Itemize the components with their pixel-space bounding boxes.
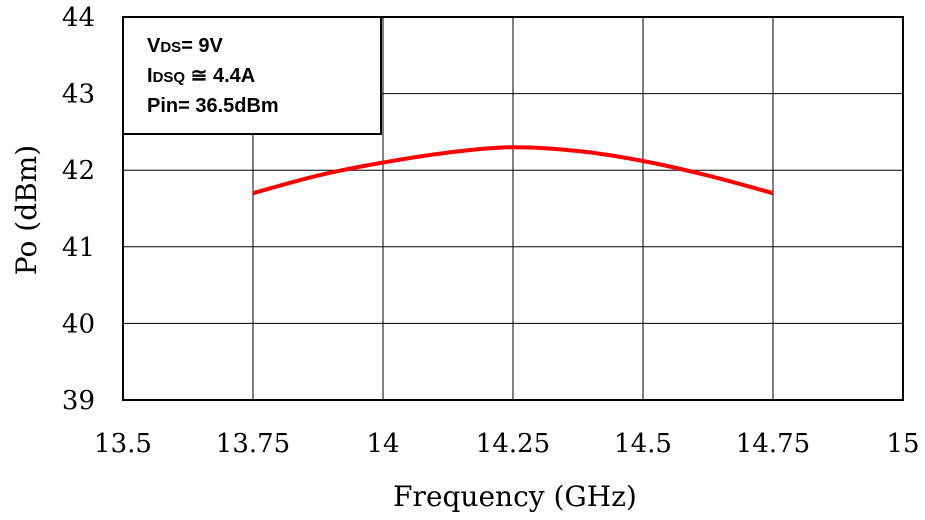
y-tick-label: 40 bbox=[62, 309, 95, 339]
condition-box-frame bbox=[122, 16, 382, 135]
y-tick-label: 44 bbox=[62, 3, 95, 33]
y-tick-label: 39 bbox=[62, 386, 95, 416]
x-tick-label: 13.75 bbox=[216, 429, 290, 459]
po-series-line bbox=[252, 145, 774, 196]
x-tick-label: 14 bbox=[366, 429, 399, 459]
y-tick-label: 41 bbox=[62, 233, 95, 263]
y-tick-label: 43 bbox=[62, 80, 95, 110]
x-tick-label: 14.75 bbox=[736, 429, 810, 459]
x-axis-title: Frequency (GHz) bbox=[393, 480, 637, 513]
x-tick-label: 13.5 bbox=[94, 429, 152, 459]
condition-pin: Pin= 36.5dBm bbox=[147, 95, 279, 117]
condition-box: VDS= 9V IDSQ ≅ 4.4A Pin= 36.5dBm bbox=[122, 16, 382, 135]
series-layer bbox=[252, 145, 774, 196]
y-tick-label: 42 bbox=[62, 156, 95, 186]
x-tick-label: 14.5 bbox=[614, 429, 672, 459]
plot-border bbox=[122, 16, 904, 401]
y-axis-title: Po (dBm) bbox=[10, 145, 43, 275]
x-tick-labels: 13.5 13.75 14 14.25 14.5 14.75 15 bbox=[94, 429, 919, 459]
y-tick-labels: 39 40 41 42 43 44 bbox=[62, 3, 95, 416]
x-tick-label: 14.25 bbox=[476, 429, 550, 459]
x-tick-label: 15 bbox=[886, 429, 919, 459]
condition-idsq: IDSQ ≅ 4.4A bbox=[147, 65, 255, 87]
condition-vds: VDS= 9V bbox=[147, 35, 224, 57]
